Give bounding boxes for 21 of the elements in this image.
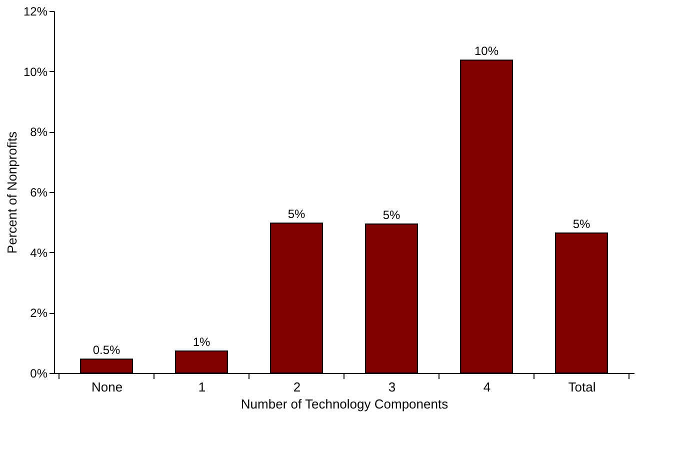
data-label: 1% xyxy=(192,334,210,349)
y-tick-label: 6% xyxy=(30,186,48,200)
x-axis-title: Number of Technology Components xyxy=(240,396,449,412)
x-tick-label: 4 xyxy=(483,380,491,394)
x-tick-label: Total xyxy=(568,380,596,394)
data-label: 5% xyxy=(382,208,400,222)
data-label: 0.5% xyxy=(92,343,120,358)
data-label: 5% xyxy=(288,207,306,222)
x-tick-label: 3 xyxy=(388,380,396,394)
x-tick-label: None xyxy=(91,380,123,394)
y-tick-label: 8% xyxy=(30,125,48,140)
y-axis-title: Percent of Nonprofits xyxy=(4,130,20,254)
y-tick-label: 10% xyxy=(23,64,48,79)
y-tick-label: 0% xyxy=(30,366,48,380)
x-tick-label: 2 xyxy=(293,380,301,394)
data-label: 5% xyxy=(572,217,590,232)
y-tick-label: 12% xyxy=(23,4,48,18)
y-tick-label: 2% xyxy=(30,306,48,320)
x-tick-label: 1 xyxy=(198,380,206,394)
data-label: 10% xyxy=(474,44,499,58)
y-tick-label: 4% xyxy=(30,246,48,260)
